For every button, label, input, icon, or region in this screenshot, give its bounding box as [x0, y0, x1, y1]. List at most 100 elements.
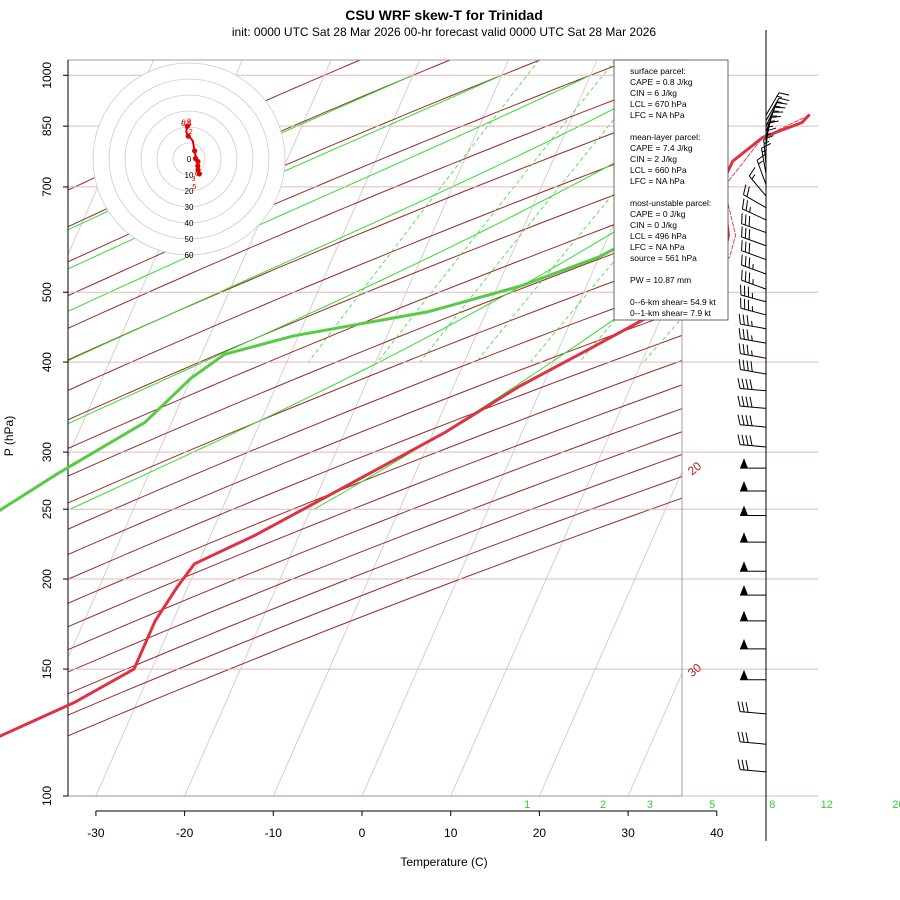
hodograph-label: 6 — [195, 169, 199, 178]
info-line: LCL = 496 hPa — [630, 231, 687, 241]
chart-subtitle: init: 0000 UTC Sat 28 Mar 2026 00-hr for… — [232, 25, 657, 39]
wind-barb-half-feather — [776, 101, 783, 104]
isotherm-line — [806, 60, 900, 796]
x-tick-label: 0 — [359, 826, 366, 840]
info-line: 0--1-km shear= 7.9 kt — [630, 308, 712, 318]
isotherm-line — [184, 60, 509, 796]
info-line: CAPE = 0 J/kg — [630, 209, 686, 219]
wind-barb-shaft — [741, 250, 767, 261]
wind-barb-shaft — [740, 353, 767, 359]
info-line: mean-layer parcel: — [630, 132, 700, 142]
x-tick-label: 30 — [621, 826, 635, 840]
moist-adiabat — [68, 74, 591, 312]
wind-barb-feather — [741, 414, 745, 426]
wind-barb-feather — [748, 229, 751, 240]
y-tick-label: 400 — [40, 352, 54, 372]
wind-barb-feather — [741, 226, 743, 237]
isotherm-line — [450, 269, 682, 796]
wind-barb-feather — [738, 359, 741, 370]
wind-barb-feather — [746, 329, 749, 341]
mixing-ratio-label: 20 — [892, 799, 900, 811]
wind-barb-feather — [746, 186, 750, 197]
moist-adiabat — [68, 124, 682, 425]
hodograph-label: 3 — [191, 174, 195, 183]
dry-adiabat — [68, 60, 451, 228]
wind-barb-shaft — [760, 148, 767, 174]
mixing-ratio-label: 12 — [821, 799, 833, 811]
wind-barb-feather — [749, 415, 753, 426]
info-line: 0--6-km shear= 54.9 kt — [630, 297, 716, 307]
wind-barb-feather — [741, 434, 745, 446]
dry-adiabat — [68, 60, 541, 263]
moist-adiabat — [68, 74, 414, 231]
wind-barb-feather — [745, 760, 749, 771]
info-line: surface parcel: — [630, 66, 686, 76]
mixing-ratio-line — [308, 60, 540, 363]
dry-adiabat — [68, 255, 682, 504]
info-line: most-unstable parcel: — [630, 198, 711, 208]
wind-barb-shaft — [740, 741, 767, 745]
wind-barb — [765, 92, 790, 116]
wind-barb-half-feather — [776, 95, 783, 98]
x-tick-label: 20 — [533, 826, 547, 840]
info-line: CIN = 6 J/kg — [630, 88, 677, 98]
wind-barb — [737, 395, 767, 409]
wind-barb-half-feather — [751, 321, 753, 327]
wind-barb — [741, 213, 767, 234]
info-line: LFC = NA hPa — [630, 110, 685, 120]
y-tick-label: 250 — [40, 499, 54, 519]
wind-barb-feather — [744, 271, 747, 282]
wind-barb-flag — [740, 669, 748, 680]
hodograph-ring-label: 30 — [185, 203, 194, 212]
wind-barb-feather — [744, 227, 747, 239]
wind-barb — [741, 269, 767, 290]
chart-title: CSU WRF skew-T for Trinidad — [345, 7, 543, 23]
wind-barb — [737, 731, 767, 745]
wind-barb-feather — [763, 135, 774, 140]
wind-barb-shaft — [765, 102, 778, 127]
info-line: LCL = 660 hPa — [630, 165, 687, 175]
y-tick-label: 500 — [40, 282, 54, 302]
wind-barb — [748, 167, 767, 197]
wind-barb — [765, 97, 790, 121]
wind-barb-feather — [741, 396, 745, 407]
dry-adiabat — [68, 198, 682, 449]
wind-barb — [740, 505, 766, 517]
y-tick-label: 1000 — [40, 62, 54, 89]
y-axis-title: P (hPa) — [2, 416, 16, 456]
wind-barb-feather — [742, 359, 745, 371]
wind-barb-feather — [741, 269, 743, 281]
mixing-ratio-line — [475, 110, 682, 363]
isotherm-line — [538, 470, 682, 796]
wind-barb-feather — [745, 435, 749, 446]
wind-barb-feather — [748, 242, 751, 254]
wind-barb-shaft — [740, 338, 767, 344]
wind-barb-feather — [741, 198, 745, 209]
wind-barb-feather — [750, 361, 753, 372]
mixing-ratio-line — [377, 60, 616, 363]
hodograph-ring-label: 10 — [185, 171, 194, 180]
y-tick-label: 850 — [40, 116, 54, 136]
hodograph-point — [184, 123, 190, 129]
wind-barb-flag — [740, 532, 748, 543]
hodograph-label: 0.1 — [182, 118, 192, 127]
wind-barb — [740, 297, 767, 316]
wind-barb-feather — [742, 184, 747, 195]
hodograph-ring — [140, 110, 238, 208]
wind-barb-feather — [745, 200, 749, 211]
wind-barb-feather — [778, 92, 790, 96]
mixing-ratio-line — [530, 180, 682, 363]
wind-barb — [740, 458, 766, 469]
mixing-ratio-label: 1 — [524, 799, 530, 811]
y-tick-label: 200 — [40, 569, 54, 589]
wind-barb — [738, 359, 767, 375]
dry-adiabat — [68, 453, 682, 695]
wind-barb-half-feather — [751, 350, 753, 356]
isotherm-label: 30 — [685, 660, 704, 680]
wind-barb-feather — [756, 153, 766, 161]
wind-barb-half-feather — [758, 160, 763, 165]
hodograph-label: 0.5 — [181, 119, 191, 128]
dry-adiabat — [68, 334, 682, 580]
